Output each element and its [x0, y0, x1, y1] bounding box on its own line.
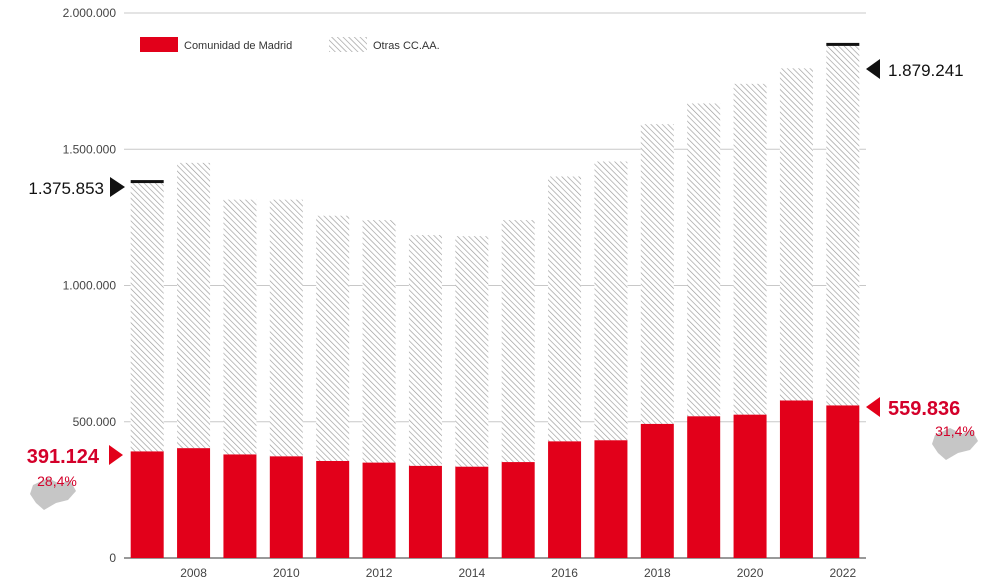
bar-otras-2016 [548, 176, 582, 442]
bar-madrid-2021 [779, 400, 813, 558]
bar-madrid-2019 [687, 416, 721, 558]
start-madrid-share: 28,4% [37, 473, 77, 489]
bar-madrid-2007 [130, 451, 164, 558]
start-madrid-label: 391.124 [27, 446, 100, 468]
bar-madrid-2013 [408, 465, 442, 558]
x-tick-label: 2014 [458, 566, 485, 580]
x-tick-label: 2018 [644, 566, 671, 580]
bar-otras-2013 [408, 235, 442, 466]
bar-otras-2021 [779, 68, 813, 401]
y-tick-label: 2.000.000 [63, 6, 117, 20]
bar-otras-2011 [316, 215, 350, 461]
start-total-label: 1.375.853 [28, 179, 104, 198]
total-marker-2007 [130, 180, 164, 184]
bar-otras-2014 [455, 236, 489, 467]
bar-madrid-2009 [223, 454, 257, 558]
legend-label-madrid: Comunidad de Madrid [184, 40, 292, 52]
start-madrid-map-icon [30, 478, 76, 510]
end-madrid-map-icon [932, 428, 978, 460]
legend: Comunidad de Madrid Otras CC.AA. [140, 37, 440, 52]
legend-label-otras: Otras CC.AA. [373, 40, 440, 52]
bar-otras-2008 [177, 162, 211, 449]
bar-madrid-2017 [594, 440, 628, 558]
y-tick-label: 0 [109, 551, 116, 565]
bar-otras-2009 [223, 199, 257, 455]
x-tick-label: 2016 [551, 566, 578, 580]
y-axis-ticks: 0 500.000 1.000.000 1.500.000 2.000.000 [63, 6, 117, 565]
x-tick-label: 2008 [180, 566, 207, 580]
bar-madrid-2015 [501, 462, 535, 558]
bar-otras-2022 [826, 45, 860, 406]
legend-swatch-madrid [140, 37, 178, 52]
y-tick-label: 1.500.000 [63, 142, 117, 156]
end-madrid-arrow [866, 397, 880, 417]
end-total-label: 1.879.241 [888, 61, 964, 80]
bar-otras-2010 [269, 199, 303, 457]
bar-otras-2019 [687, 103, 721, 417]
x-tick-label: 2022 [829, 566, 856, 580]
bar-madrid-2016 [548, 441, 582, 558]
x-tick-label: 2010 [273, 566, 300, 580]
bar-otras-2020 [733, 83, 767, 415]
bar-madrid-2010 [269, 456, 303, 558]
bar-madrid-2011 [316, 460, 350, 558]
bar-madrid-2018 [640, 423, 674, 558]
bar-otras-2017 [594, 161, 628, 441]
bar-otras-2018 [640, 124, 674, 424]
bar-madrid-2014 [455, 466, 489, 558]
bar-madrid-2012 [362, 462, 396, 558]
bar-madrid-2008 [177, 448, 211, 558]
bar-otras-2007 [130, 183, 164, 452]
x-axis-ticks: 2008 2010 2012 2014 2016 2018 2020 2022 [180, 566, 856, 580]
y-tick-label: 1.000.000 [63, 279, 117, 293]
end-madrid-label: 559.836 [888, 398, 960, 420]
x-tick-label: 2020 [737, 566, 764, 580]
bars [130, 42, 860, 558]
y-tick-label: 500.000 [73, 415, 117, 429]
callouts: 1.375.853 1.879.241 391.124 28,4% 559.83… [27, 59, 978, 510]
end-total-arrow [866, 59, 880, 79]
bar-otras-2012 [362, 220, 396, 463]
x-tick-label: 2012 [366, 566, 393, 580]
legend-swatch-otras [329, 37, 367, 52]
end-madrid-share: 31,4% [935, 423, 975, 439]
start-madrid-arrow [109, 445, 123, 465]
bar-madrid-2020 [733, 414, 767, 558]
bar-madrid-2022 [826, 405, 860, 558]
start-total-arrow [110, 177, 125, 197]
bar-otras-2015 [501, 220, 535, 463]
total-marker-2022 [826, 42, 860, 46]
